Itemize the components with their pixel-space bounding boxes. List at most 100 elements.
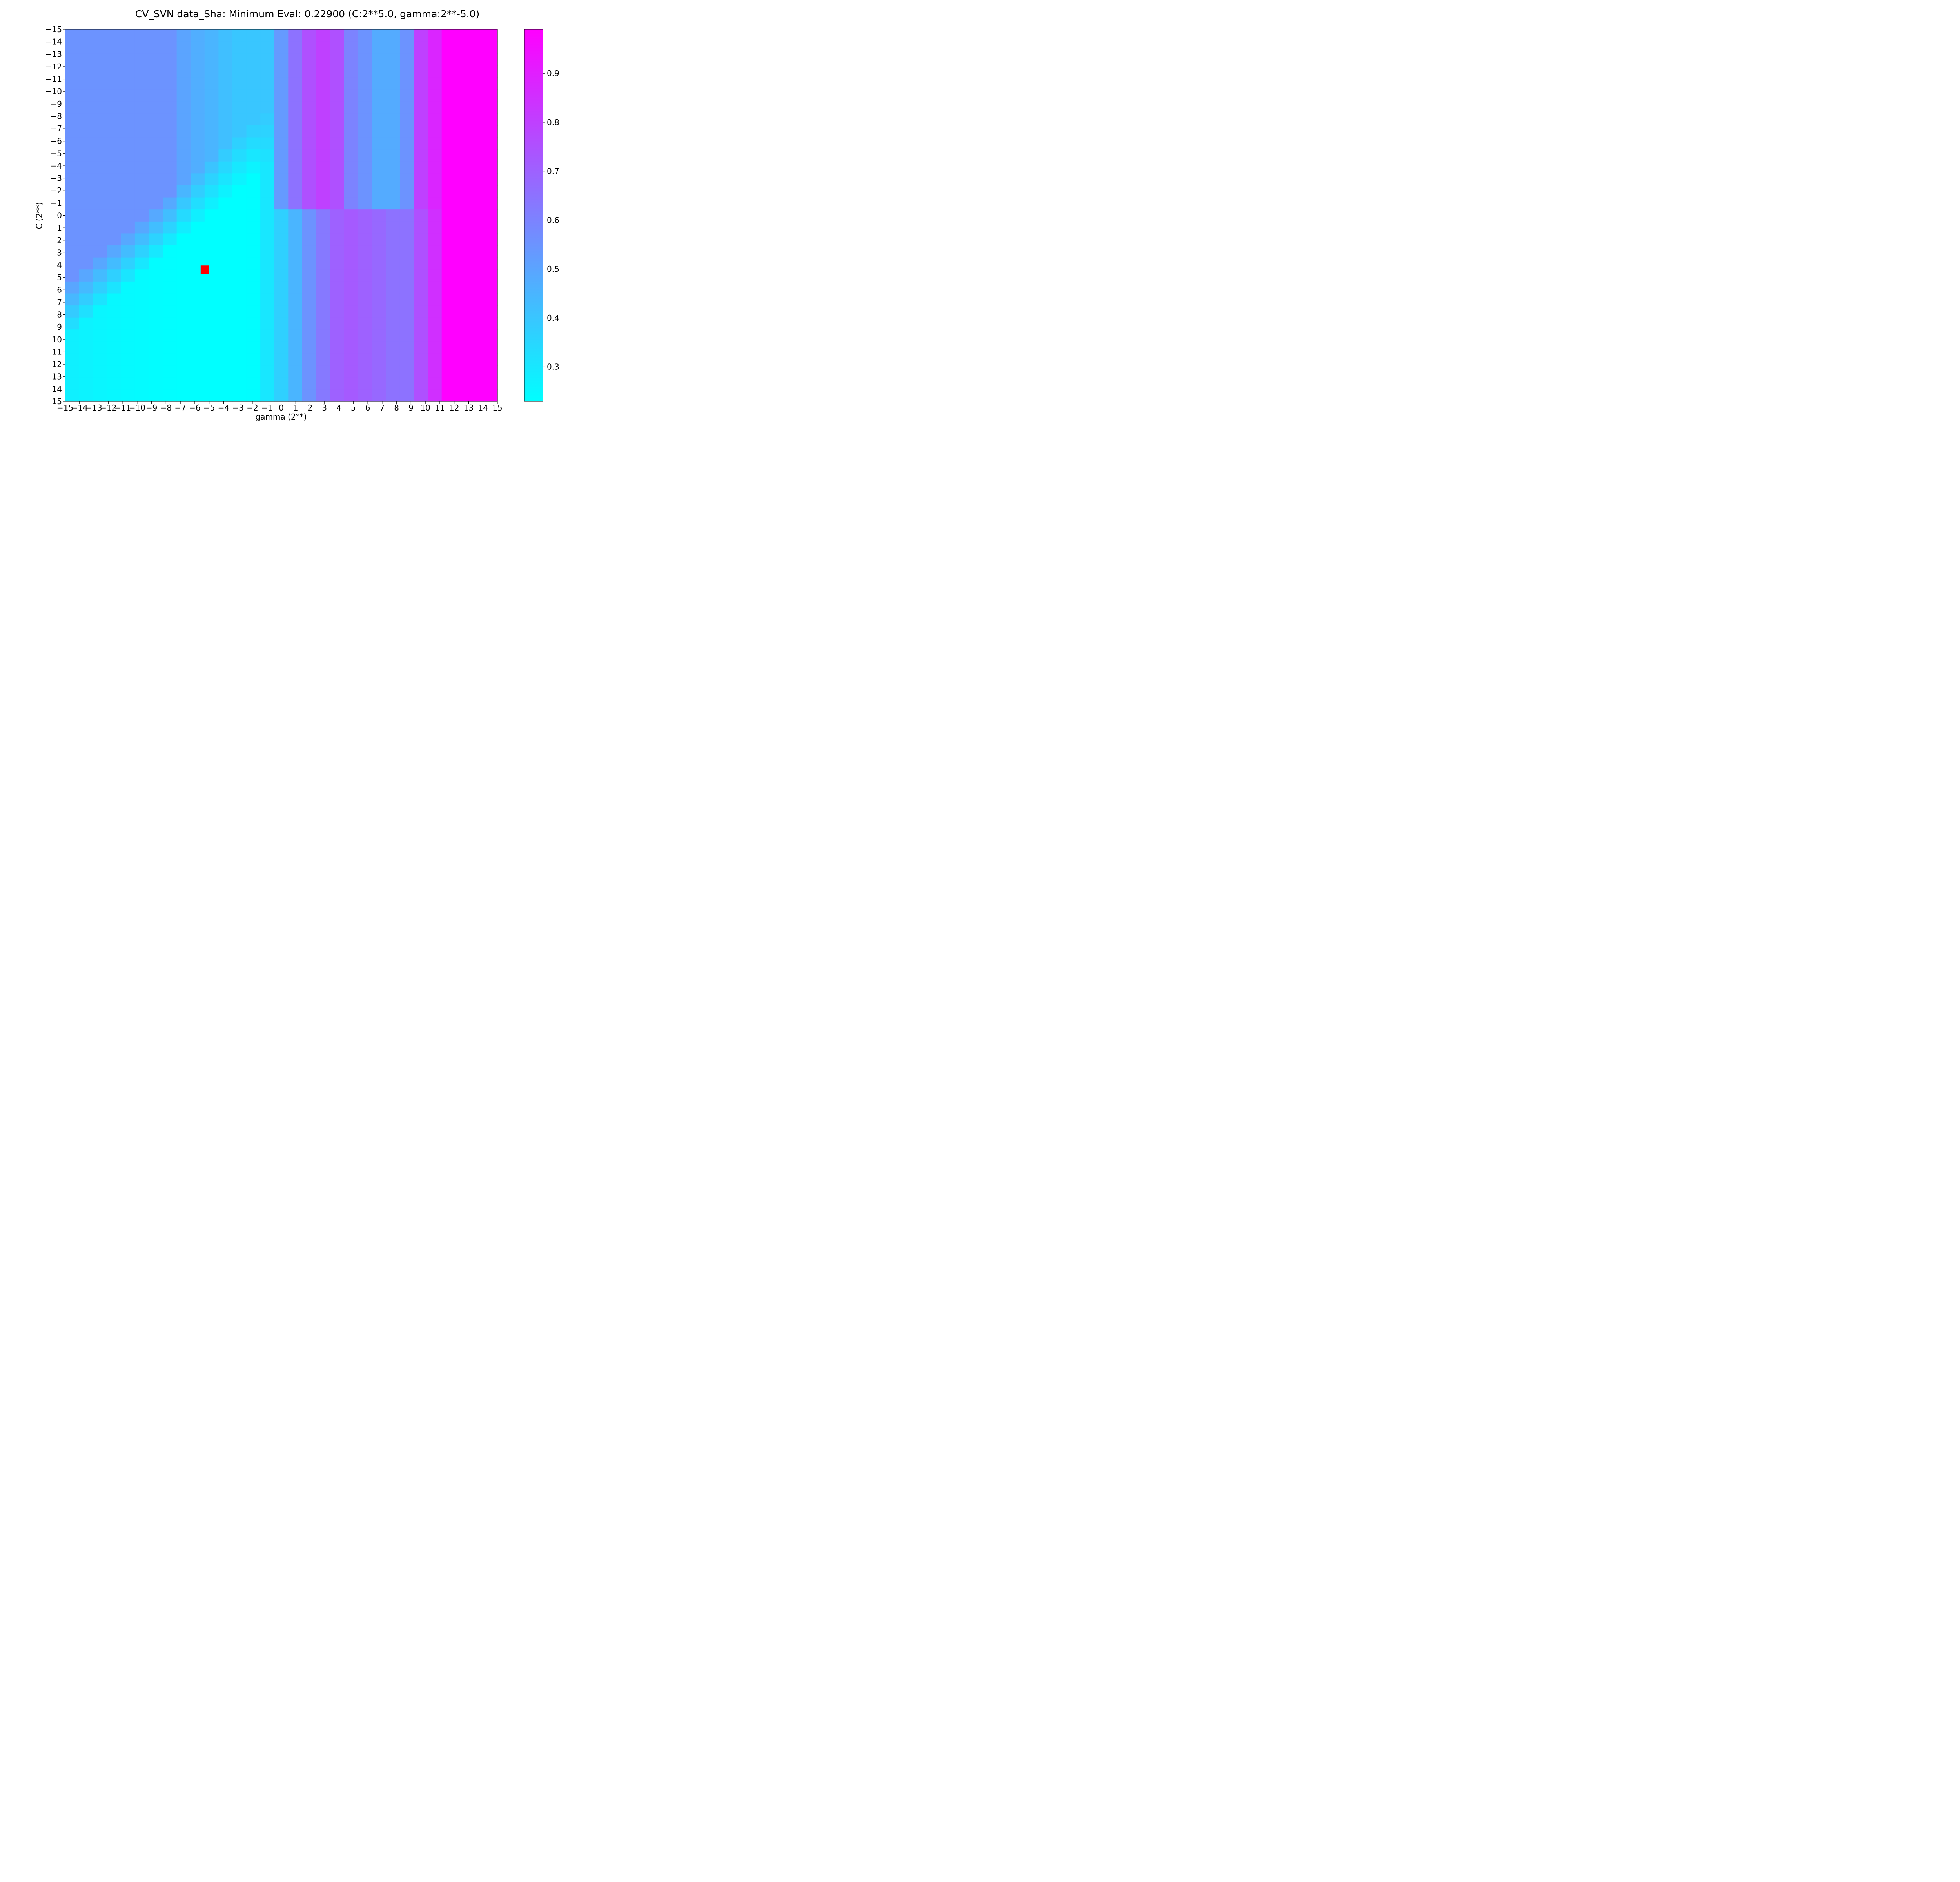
heatmap-cell xyxy=(232,185,247,198)
heatmap-cell xyxy=(399,317,414,330)
heatmap-cell xyxy=(246,149,261,162)
heatmap-cell xyxy=(274,209,289,222)
heatmap-cell xyxy=(260,77,275,90)
heatmap-cell xyxy=(204,317,219,330)
heatmap-cell xyxy=(386,305,400,318)
heatmap-cell xyxy=(176,269,191,282)
y-tick-label: 5 xyxy=(57,273,62,282)
heatmap-cell xyxy=(176,113,191,126)
heatmap-cell xyxy=(274,173,289,186)
heatmap-cell xyxy=(93,377,107,390)
heatmap-cell xyxy=(149,197,163,210)
heatmap-cell xyxy=(316,53,330,66)
heatmap-cell xyxy=(79,329,93,342)
heatmap-cell xyxy=(191,41,205,54)
heatmap-cell xyxy=(260,365,275,378)
heatmap-cell xyxy=(441,173,456,186)
heatmap-cell xyxy=(316,281,330,294)
heatmap-cell xyxy=(469,305,484,318)
heatmap-cell xyxy=(441,101,456,114)
heatmap-cell xyxy=(79,173,93,186)
heatmap-cell xyxy=(344,89,358,102)
heatmap-cell xyxy=(79,233,93,246)
heatmap-cell xyxy=(386,365,400,378)
heatmap-cell xyxy=(344,365,358,378)
heatmap-cell xyxy=(469,137,484,150)
heatmap-cell xyxy=(302,185,317,198)
heatmap-cell xyxy=(399,29,414,42)
heatmap-cell xyxy=(302,101,317,114)
heatmap-cell xyxy=(191,377,205,390)
heatmap-cell xyxy=(483,317,498,330)
heatmap-cell xyxy=(93,353,107,366)
heatmap-cell xyxy=(232,293,247,306)
heatmap-cell xyxy=(218,269,233,282)
heatmap-cell xyxy=(93,185,107,198)
heatmap-cell xyxy=(218,389,233,402)
heatmap-cell xyxy=(469,221,484,234)
heatmap-cell xyxy=(386,113,400,126)
heatmap-cell xyxy=(176,41,191,54)
heatmap-cell xyxy=(399,197,414,210)
heatmap-cell xyxy=(232,149,247,162)
heatmap-cell xyxy=(483,389,498,402)
heatmap-cell xyxy=(330,53,345,66)
heatmap-cell xyxy=(134,341,149,354)
heatmap-cell xyxy=(79,89,93,102)
heatmap-cell xyxy=(316,89,330,102)
heatmap-cell xyxy=(260,293,275,306)
heatmap-cell xyxy=(414,149,428,162)
heatmap-cell xyxy=(121,29,135,42)
heatmap-cell xyxy=(316,365,330,378)
heatmap-cell xyxy=(372,305,386,318)
heatmap-cell xyxy=(246,89,261,102)
heatmap-cell xyxy=(65,173,80,186)
heatmap-cell xyxy=(386,329,400,342)
heatmap-cell xyxy=(441,389,456,402)
heatmap-cell xyxy=(469,269,484,282)
heatmap-cell xyxy=(163,209,177,222)
colorbar-ticks: 0.3 0.4 0.5 0.6 0.7 0.8 0.9 xyxy=(543,69,559,371)
heatmap-cell xyxy=(121,77,135,90)
heatmap-cell xyxy=(330,89,345,102)
heatmap-cell xyxy=(134,101,149,114)
heatmap-cell xyxy=(246,233,261,246)
heatmap-cell xyxy=(414,101,428,114)
heatmap-cell xyxy=(372,53,386,66)
heatmap-cell xyxy=(121,173,135,186)
heatmap-cell xyxy=(121,65,135,78)
heatmap-cell xyxy=(274,365,289,378)
heatmap-cell xyxy=(469,341,484,354)
heatmap-cell xyxy=(121,137,135,150)
heatmap-cell xyxy=(191,53,205,66)
heatmap-cell xyxy=(399,137,414,150)
minimum-marker xyxy=(200,265,209,274)
heatmap-cell xyxy=(232,281,247,294)
heatmap-cell xyxy=(218,377,233,390)
heatmap-cell xyxy=(260,209,275,222)
heatmap-cell xyxy=(274,341,289,354)
heatmap-cell xyxy=(204,161,219,174)
heatmap-cell xyxy=(149,329,163,342)
heatmap-cell xyxy=(302,77,317,90)
heatmap-cell xyxy=(428,41,442,54)
heatmap-cell xyxy=(176,77,191,90)
heatmap-cell xyxy=(65,29,80,42)
heatmap-cell xyxy=(302,377,317,390)
heatmap-cell xyxy=(386,317,400,330)
y-tick-label: 2 xyxy=(57,236,62,245)
x-tick-label: −1 xyxy=(261,403,272,412)
heatmap-cell xyxy=(93,281,107,294)
heatmap-cell xyxy=(456,113,470,126)
heatmap-cell xyxy=(79,245,93,258)
heatmap-cell xyxy=(483,137,498,150)
heatmap-cell xyxy=(176,197,191,210)
heatmap-cell xyxy=(316,77,330,90)
heatmap-cell xyxy=(232,41,247,54)
heatmap-cell xyxy=(246,41,261,54)
heatmap-cell xyxy=(246,305,261,318)
heatmap-cell xyxy=(134,245,149,258)
heatmap-cell xyxy=(260,89,275,102)
heatmap-cell xyxy=(260,221,275,234)
heatmap-cell xyxy=(414,29,428,42)
